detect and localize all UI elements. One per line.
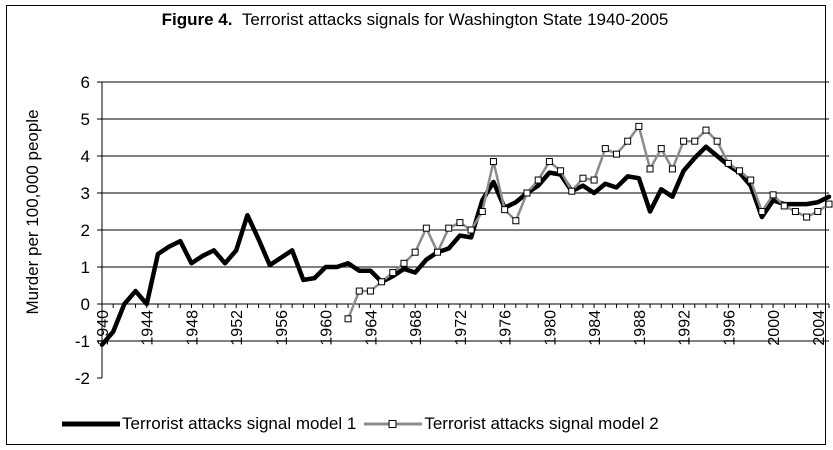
data-point-model-2 (747, 176, 755, 184)
y-tick-label: 0 (81, 295, 90, 314)
data-point-model-2 (489, 158, 497, 166)
chart-title-text: Terrorist attacks signals for Washington… (241, 10, 669, 29)
data-point-model-2 (691, 137, 699, 145)
data-point-model-2 (568, 187, 576, 195)
grid-lines (102, 81, 829, 342)
chart-title-bold: Figure 4. (161, 10, 233, 29)
data-point-model-2 (478, 208, 486, 215)
y-tick-label: 2 (81, 221, 90, 240)
data-point-model-2 (612, 150, 620, 158)
y-tick-label: 6 (81, 73, 90, 92)
y-axis-label: Murder per 100,000 people (23, 109, 42, 314)
data-point-model-2 (713, 137, 721, 145)
legend: Terrorist attacks signal model 1 Terrori… (60, 412, 665, 436)
data-point-model-2 (344, 315, 352, 323)
legend-label-model-1: Terrorist attacks signal model 1 (122, 414, 357, 433)
legend-swatch-model-2 (364, 420, 423, 428)
data-point-model-2 (456, 219, 464, 227)
data-point-model-2 (545, 158, 553, 166)
data-point-model-2 (366, 287, 374, 295)
y-tick-label: -2 (75, 369, 90, 388)
data-point-model-2 (579, 174, 587, 182)
chart-frame (6, 5, 826, 445)
x-tick-label: 1964 (363, 310, 380, 346)
x-tick-label: 1988 (632, 310, 649, 346)
x-tick-label: 1976 (498, 310, 515, 346)
x-tick-label: 1984 (587, 310, 604, 346)
data-point-model-2 (445, 224, 453, 232)
data-point-model-2 (434, 248, 442, 256)
data-point-model-2 (523, 189, 531, 197)
data-point-model-2 (411, 248, 419, 256)
x-tick-label: 1944 (140, 310, 157, 346)
x-tick-label: 1960 (319, 310, 336, 346)
data-point-model-2 (601, 145, 609, 153)
y-tick-labels: -2 -1 0 1 2 3 4 5 6 (75, 73, 90, 388)
x-tick-label: 1980 (542, 310, 559, 346)
data-point-model-2 (400, 259, 408, 267)
x-tick-label: 2000 (766, 310, 783, 346)
data-point-model-2 (378, 278, 386, 286)
data-point-model-2 (422, 224, 430, 232)
axes (97, 81, 830, 379)
chart-title: Figure 4. Terrorist attacks signals for … (0, 10, 830, 30)
data-point-model-2 (702, 126, 710, 134)
data-point-model-2 (825, 200, 833, 208)
data-point-model-2 (803, 213, 811, 221)
data-point-model-2 (791, 208, 799, 215)
x-tick-label: 2004 (811, 310, 828, 346)
data-point-model-2 (501, 206, 509, 214)
x-tick-label: 1996 (721, 310, 738, 346)
x-tick-label: 1952 (229, 310, 246, 346)
y-tick-label: 3 (81, 184, 90, 203)
data-point-model-2 (646, 165, 654, 173)
data-point-model-2 (769, 191, 777, 199)
data-point-model-2 (624, 137, 632, 145)
data-point-model-2 (814, 208, 822, 215)
data-point-model-2 (758, 208, 766, 215)
data-point-model-2 (389, 269, 397, 277)
data-point-model-2 (668, 165, 676, 173)
data-point-model-2 (590, 176, 598, 184)
series-layer (99, 122, 833, 347)
y-tick-label: 1 (81, 258, 90, 277)
data-point-model-2 (512, 217, 520, 225)
legend-swatch-model-1 (62, 421, 120, 427)
data-point-model-2 (724, 159, 732, 167)
data-point-model-2 (355, 287, 363, 295)
legend-label-model-2: Terrorist attacks signal model 2 (424, 414, 659, 433)
x-tick-label: 1992 (677, 310, 694, 346)
y-tick-label: -1 (75, 332, 90, 351)
series-line-model-1 (99, 144, 832, 347)
data-point-model-2 (736, 167, 744, 175)
x-tick-label: 1948 (184, 310, 201, 346)
data-point-model-2 (467, 226, 475, 234)
x-tick-label: 1956 (274, 310, 291, 346)
data-point-model-2 (557, 167, 565, 175)
x-tick-labels: 1940 1944 1948 1952 1956 1960 1964 1968 1972 1976… (95, 310, 828, 346)
data-point-model-2 (534, 176, 542, 184)
x-tick-label: 1968 (408, 310, 425, 346)
legend-item-model-2: Terrorist attacks signal model 2 (362, 414, 659, 434)
data-point-model-2 (780, 202, 788, 210)
x-tick-label: 1972 (453, 310, 470, 346)
y-tick-label: 4 (81, 147, 90, 166)
data-point-model-2 (680, 137, 688, 145)
data-point-model-2 (635, 122, 643, 130)
legend-item-model-1: Terrorist attacks signal model 1 (60, 414, 356, 434)
y-tick-label: 5 (81, 110, 90, 129)
data-point-model-2 (657, 145, 665, 153)
series-line-model-2 (346, 125, 831, 321)
